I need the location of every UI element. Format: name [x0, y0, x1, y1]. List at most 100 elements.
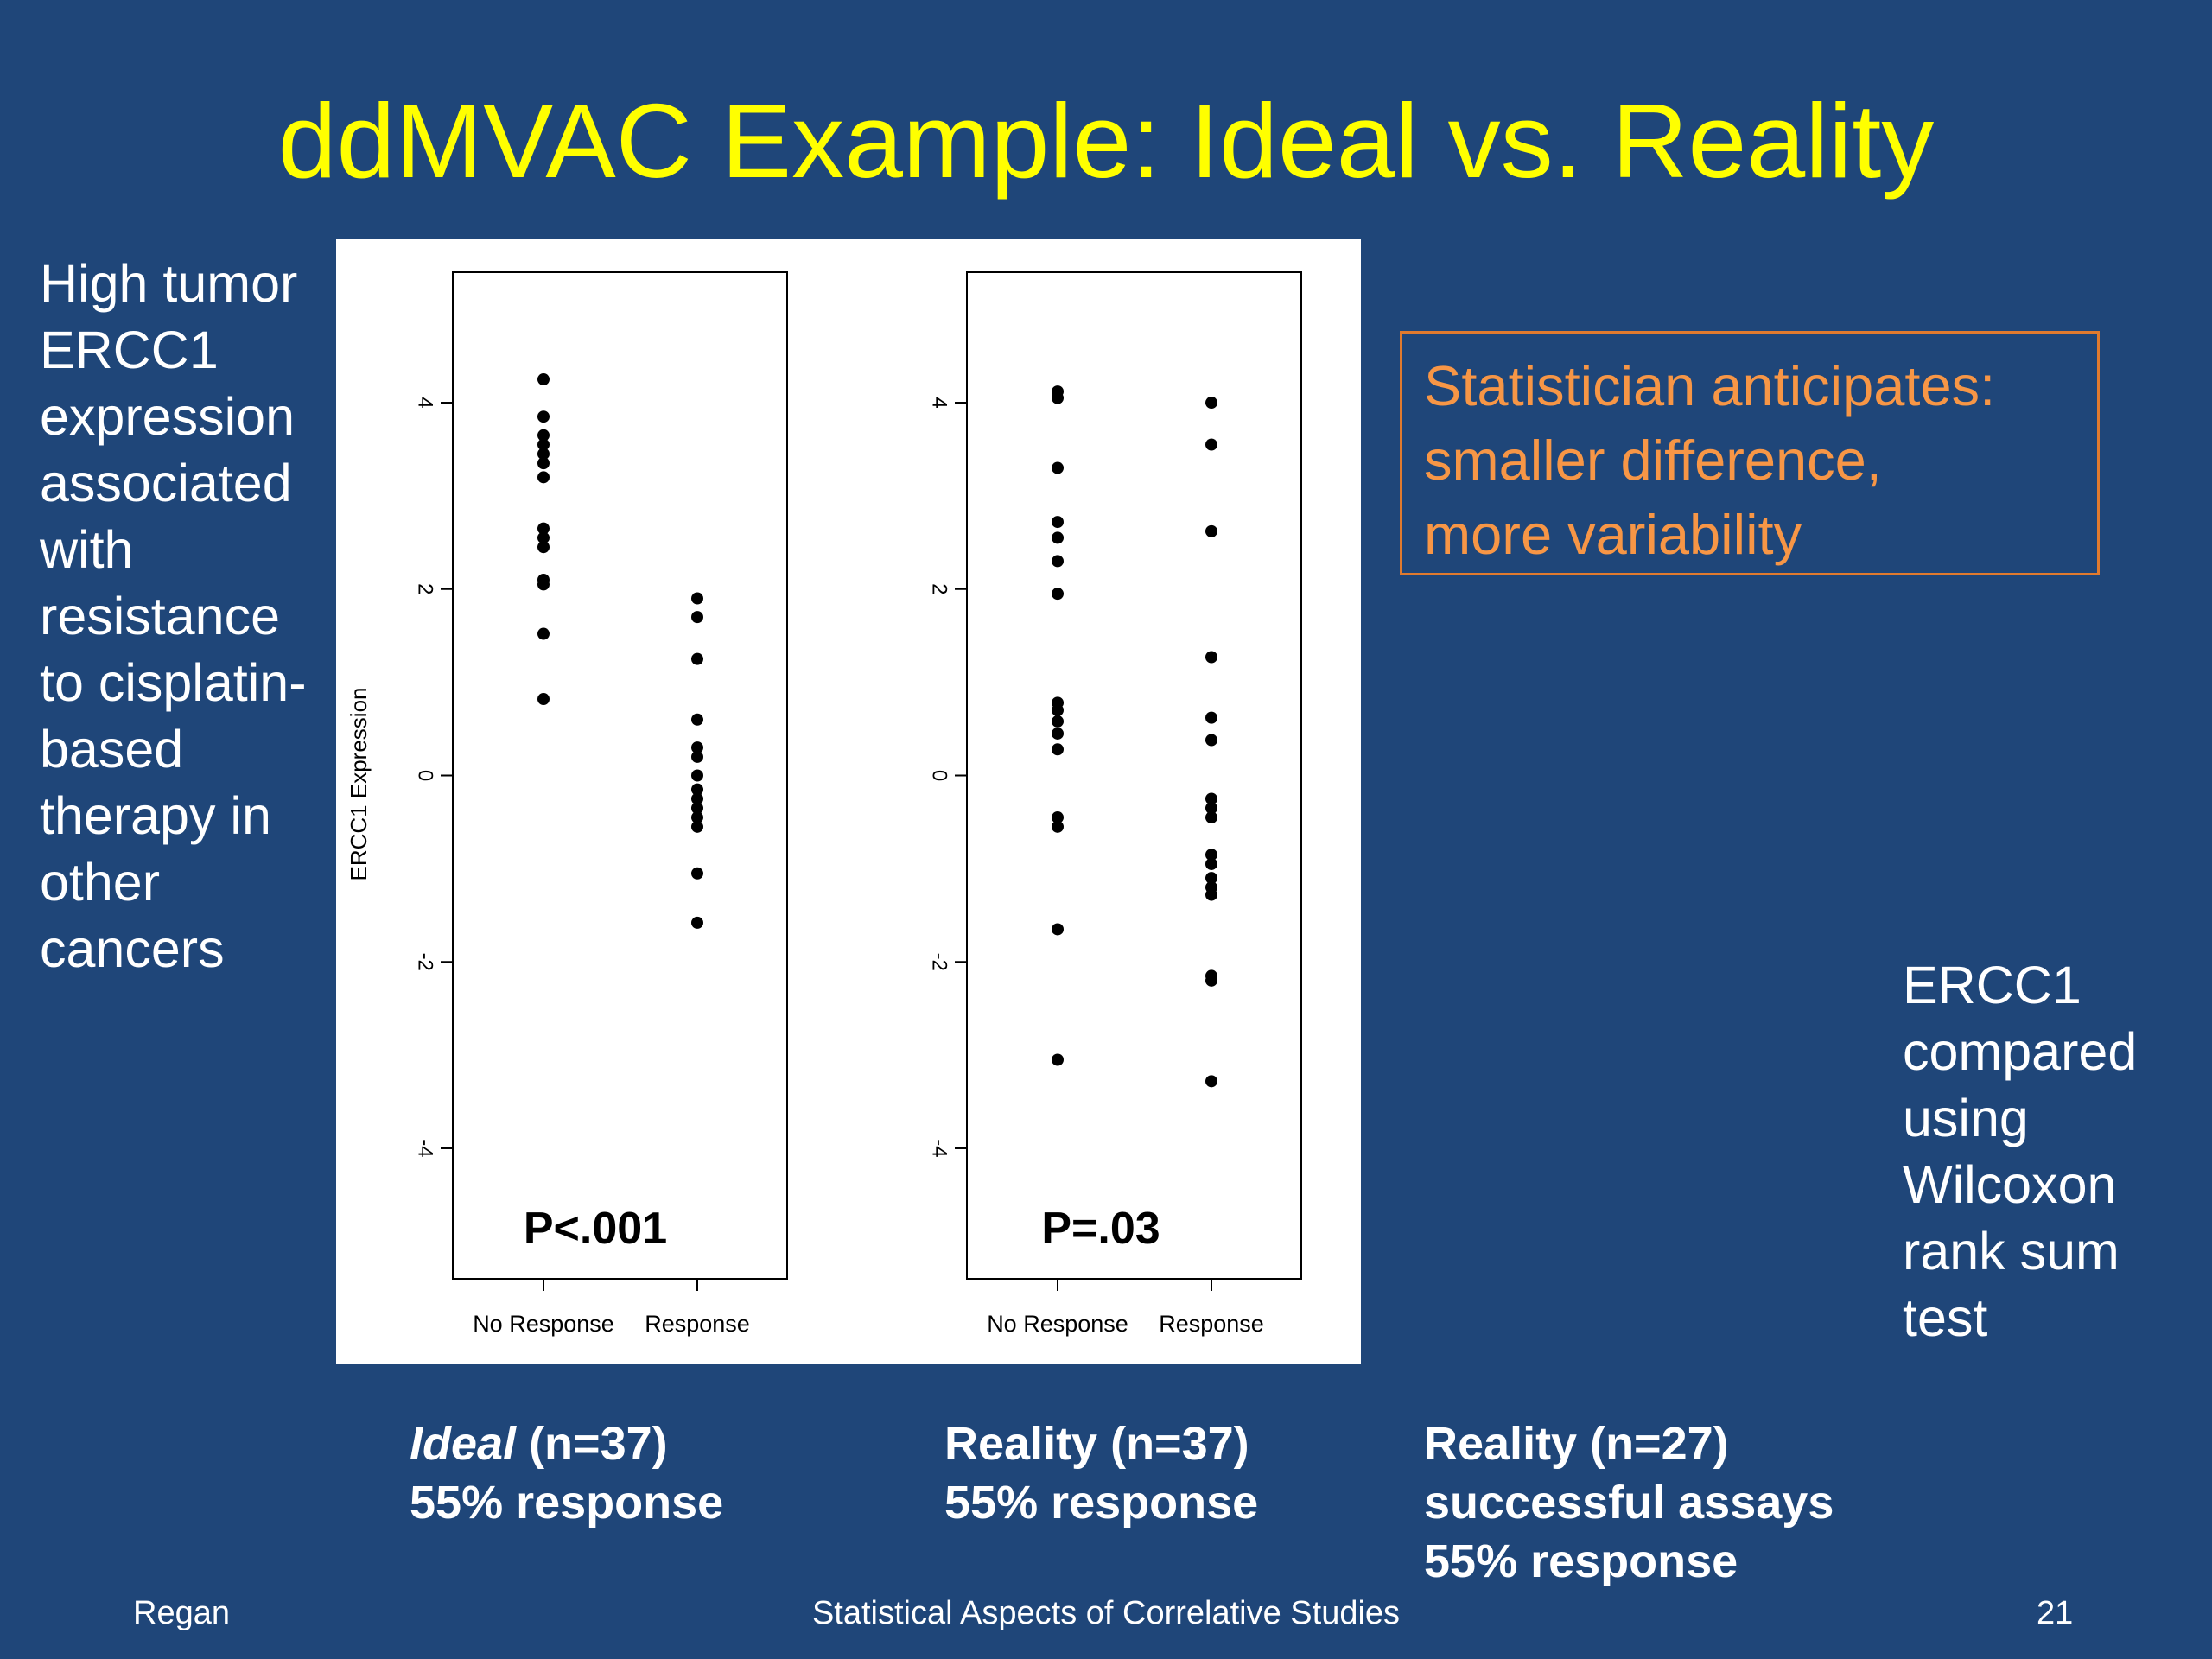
left-line: High tumor	[40, 254, 298, 313]
data-point	[1205, 849, 1217, 861]
plot-frame	[452, 271, 788, 1280]
data-point	[537, 448, 550, 461]
data-point	[1205, 974, 1217, 987]
caption-line: Ideal (n=37)	[410, 1414, 723, 1473]
category-label: Response	[645, 1311, 750, 1337]
data-point	[691, 611, 703, 624]
data-point	[537, 522, 550, 535]
data-point	[691, 652, 703, 665]
left-description: High tumor ERCC1 expression associated w…	[40, 251, 334, 982]
data-point	[537, 457, 550, 470]
data-point	[1052, 811, 1064, 824]
data-point	[537, 693, 550, 706]
data-point	[1052, 820, 1064, 833]
y-tick-label: -4	[414, 1139, 437, 1157]
right-line: test	[1903, 1288, 1988, 1347]
data-point	[537, 438, 550, 451]
p-value-annotation: P<.001	[524, 1204, 667, 1254]
data-point	[1052, 743, 1064, 756]
data-point	[1205, 792, 1217, 805]
caption-line: successful assays	[1424, 1477, 1834, 1529]
data-point	[537, 627, 550, 640]
data-point	[1052, 1053, 1064, 1066]
data-point	[1205, 802, 1217, 815]
caption-line: Reality (n=27)	[1424, 1418, 1729, 1470]
data-point	[691, 592, 703, 605]
y-tick-label: 4	[928, 397, 951, 408]
footer-author: Regan	[133, 1595, 230, 1631]
data-point	[691, 802, 703, 815]
data-point	[691, 792, 703, 805]
y-tick-label: 2	[414, 583, 437, 594]
data-point	[1205, 711, 1217, 724]
data-point	[691, 916, 703, 929]
left-line: to cisplatin-	[40, 653, 307, 712]
data-point	[1052, 715, 1064, 728]
right-line: Wilcoxon	[1903, 1155, 2117, 1214]
left-line: ERCC1	[40, 321, 219, 379]
y-tick-label: 4	[414, 397, 437, 408]
data-point	[1205, 857, 1217, 870]
caption-n: (n=37)	[516, 1418, 668, 1470]
footer-title: Statistical Aspects of Correlative Studi…	[811, 1595, 1401, 1631]
data-point	[1205, 811, 1217, 824]
scatter-charts: -4 -2 0 2 4 No Response Response ERCC1 Expressi…	[346, 271, 1302, 1337]
y-tick-label: 0	[414, 770, 437, 781]
right-description: ERCC1 compared using Wilcoxon rank sum t…	[1903, 952, 2196, 1351]
data-point	[537, 429, 550, 442]
anticipation-callout: Statistician anticipates: smaller differ…	[1400, 331, 2100, 575]
footer-page-number: 21	[2037, 1595, 2074, 1631]
left-line: expression	[40, 387, 295, 446]
caption-line: Reality (n=37)	[944, 1418, 1249, 1470]
data-point	[1052, 703, 1064, 716]
data-point	[1205, 872, 1217, 885]
data-point	[1052, 391, 1064, 404]
y-tick-label: -2	[414, 953, 437, 971]
data-point	[691, 820, 703, 833]
p-value-annotation: P=.03	[1041, 1204, 1160, 1254]
data-point	[1052, 923, 1064, 936]
right-line: rank sum	[1903, 1222, 2120, 1281]
data-point	[1205, 438, 1217, 451]
category-label: No Response	[473, 1311, 614, 1337]
left-line: therapy in	[40, 786, 271, 845]
data-point	[1052, 588, 1064, 601]
data-point	[1052, 461, 1064, 474]
y-tick-label: -2	[928, 953, 951, 971]
data-point	[691, 769, 703, 782]
data-point	[691, 867, 703, 880]
left-line: with	[40, 520, 134, 579]
left-line: other	[40, 853, 161, 912]
y-tick-label: -4	[928, 1139, 951, 1157]
data-point	[1052, 727, 1064, 740]
data-point	[537, 541, 550, 554]
y-tick-label: 0	[928, 770, 951, 781]
right-line: using	[1903, 1089, 2029, 1147]
left-line: based	[40, 720, 184, 779]
data-point	[1205, 888, 1217, 901]
caption-reality-37: Reality (n=37) 55% response	[944, 1414, 1258, 1532]
data-point	[537, 578, 550, 591]
caption-ideal: Ideal (n=37) 55% response	[410, 1414, 723, 1532]
callout-line: smaller difference,	[1424, 429, 1882, 492]
left-line: cancers	[40, 919, 225, 978]
slide-title: ddMVAC Example: Ideal vs. Reality	[277, 82, 1935, 200]
data-point	[1052, 555, 1064, 568]
data-point	[1205, 1075, 1217, 1088]
y-axis-label: ERCC1 Expression	[346, 688, 372, 881]
data-point	[691, 750, 703, 763]
category-label: No Response	[987, 1311, 1128, 1337]
y-tick-label: 2	[928, 583, 951, 594]
data-point	[691, 783, 703, 796]
data-point	[1205, 734, 1217, 747]
chart-panel: -4 -2 0 2 4 No Response Response ERCC1 Expressi…	[336, 239, 1361, 1364]
caption-italic: Ideal	[410, 1418, 517, 1470]
data-point	[537, 471, 550, 484]
plot-frame	[966, 271, 1302, 1280]
data-point	[1205, 524, 1217, 537]
data-point	[537, 531, 550, 544]
right-line: ERCC1	[1903, 956, 2082, 1014]
category-label: Response	[1159, 1311, 1264, 1337]
right-line: compared	[1903, 1022, 2138, 1081]
data-point	[691, 811, 703, 824]
